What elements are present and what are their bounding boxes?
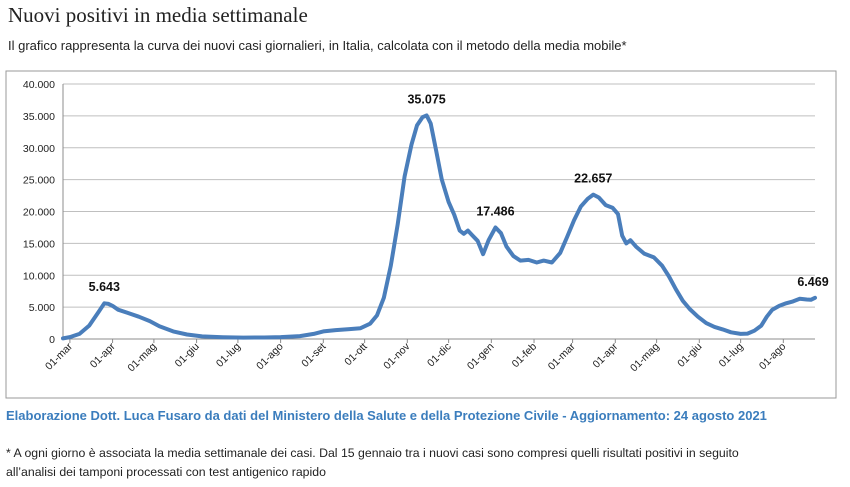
footnote-line-1: * A ogni giorno è associata la media set… <box>6 446 739 460</box>
chart-frame <box>5 70 837 399</box>
data-label: 22.657 <box>574 172 612 186</box>
data-labels: 5.643 35.075 17.486 22.657 6.469 <box>89 92 829 294</box>
y-tick-label: 15.000 <box>23 238 55 250</box>
y-tick-labels: 0 5.000 10.000 15.000 20.000 25.000 30.000 35.0… <box>23 79 55 346</box>
axes <box>62 84 815 343</box>
credit-line: Elaborazione Dott. Luca Fusaro da dati d… <box>6 408 767 423</box>
y-tick-label: 25.000 <box>23 175 55 187</box>
chart-subtitle: Il grafico rappresenta la curva dei nuov… <box>8 38 627 53</box>
data-label: 5.643 <box>89 280 120 294</box>
data-label: 35.075 <box>407 92 445 106</box>
y-tick-label: 30.000 <box>23 143 55 155</box>
line-chart: 0 5.000 10.000 15.000 20.000 25.000 30.000 35.0… <box>5 70 837 399</box>
y-tick-label: 5.000 <box>29 302 55 314</box>
series-layer <box>61 113 817 341</box>
data-label: 6.469 <box>797 275 828 289</box>
y-tick-label: 0 <box>49 334 55 346</box>
footnote: * A ogni giorno è associata la media set… <box>6 444 836 482</box>
y-tick-label: 20.000 <box>23 207 55 219</box>
footnote-line-2: all’analisi dei tamponi processati con t… <box>6 465 326 479</box>
y-tick-label: 10.000 <box>23 270 55 282</box>
series-line <box>61 113 817 341</box>
y-tick-label: 40.000 <box>23 79 55 91</box>
chart-title: Nuovi positivi in media settimanale <box>8 3 308 27</box>
y-tick-label: 35.000 <box>23 111 55 123</box>
data-label: 17.486 <box>476 205 514 219</box>
